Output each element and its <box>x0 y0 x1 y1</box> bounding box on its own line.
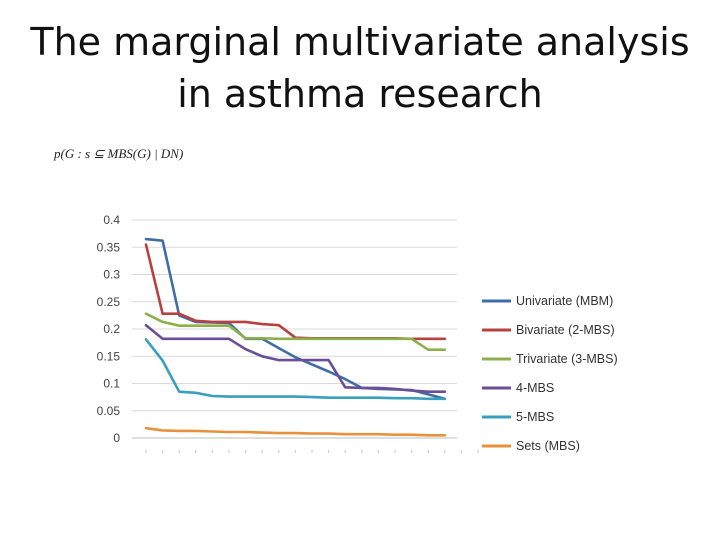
y-tick-label: 0.2 <box>103 322 120 336</box>
slide-title: The marginal multivariate analysis in as… <box>0 16 720 120</box>
series-line <box>144 338 447 401</box>
y-tick-label: 0.25 <box>97 295 121 309</box>
legend-label: Bivariate (2-MBS) <box>516 323 615 337</box>
slide-title-line-1: The marginal multivariate analysis <box>30 20 690 64</box>
series-lines <box>144 237 447 437</box>
y-tick-label: 0.3 <box>103 268 120 282</box>
y-tick-label: 0.05 <box>97 404 121 418</box>
series-line <box>144 312 447 352</box>
legend: Univariate (MBM) Bivariate (2-MBS) Trivari… <box>482 294 618 453</box>
x-axis-tick-marks <box>145 450 479 453</box>
legend-label: 5-MBS <box>516 410 554 424</box>
slide-title-line-2: in asthma research <box>177 72 543 116</box>
legend-label: Univariate (MBM) <box>516 294 613 308</box>
y-tick-label: 0.1 <box>103 377 120 391</box>
probability-formula: p(G : s ⊆ MBS(G) | DN) <box>54 146 184 161</box>
legend-label: 4-MBS <box>516 381 554 395</box>
legend-label: Sets (MBS) <box>516 439 580 453</box>
y-tick-label: 0.4 <box>103 213 120 227</box>
gridlines <box>132 219 457 439</box>
series-line <box>144 426 447 437</box>
legend-label: Trivariate (3-MBS) <box>516 352 618 366</box>
y-tick-label: 0.15 <box>97 349 121 363</box>
series-line <box>144 323 447 394</box>
y-tick-label: 0.35 <box>97 240 121 254</box>
y-tick-label: 0 <box>113 431 120 445</box>
y-axis-tick-labels: 0 0.05 0.1 0.15 0.2 0.25 0.3 0.35 0.4 <box>97 213 121 445</box>
